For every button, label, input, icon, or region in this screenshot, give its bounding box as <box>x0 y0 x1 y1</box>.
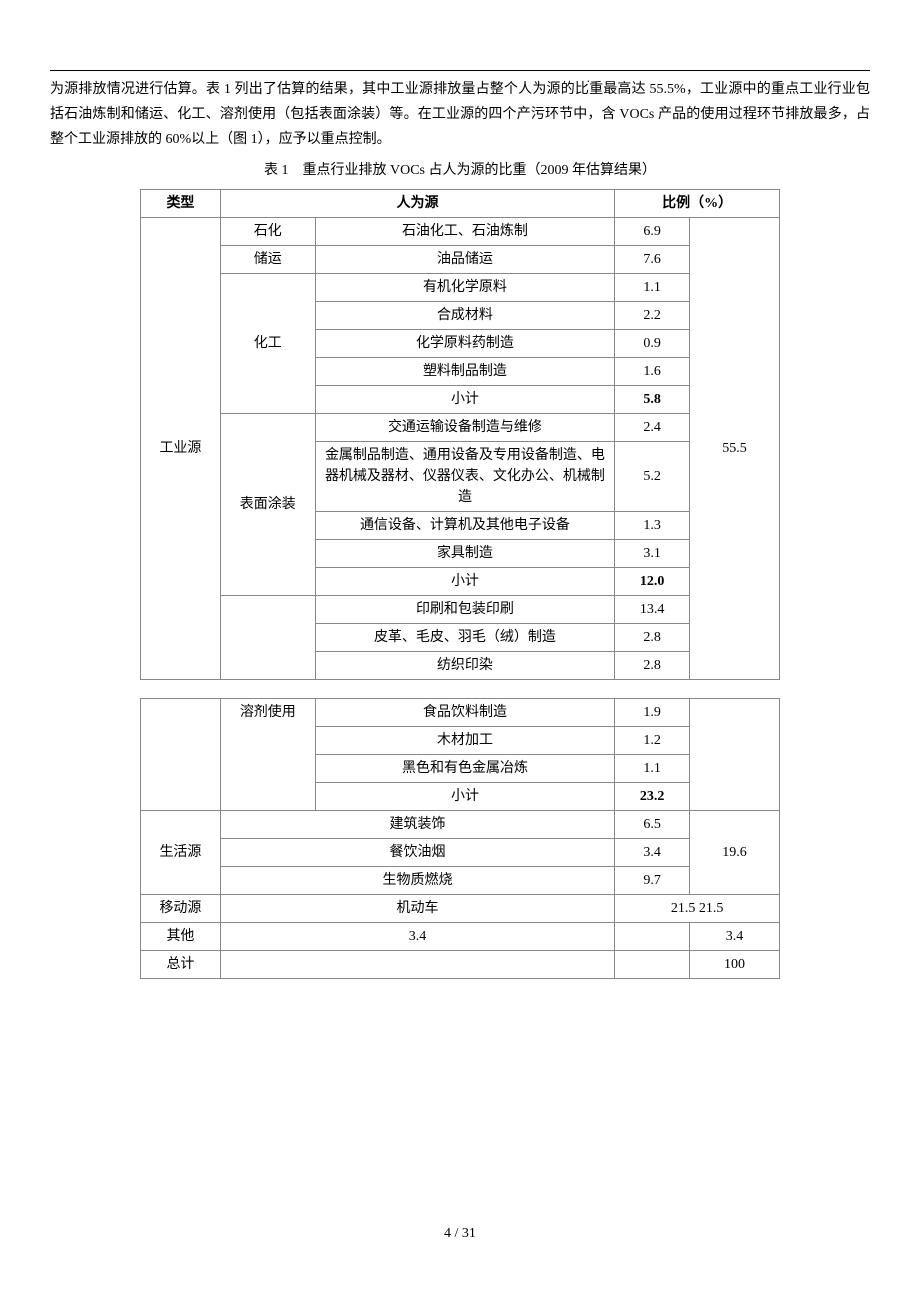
cell-pct: 2.2 <box>615 301 690 329</box>
cell-pct: 3.1 <box>615 539 690 567</box>
table-row: 溶剂使用 食品饮料制造 1.9 <box>141 698 780 726</box>
cell-pct: 2.8 <box>615 651 690 679</box>
cell-item: 小计 <box>315 782 614 810</box>
cell-pct: 12.0 <box>615 567 690 595</box>
header-ratio: 比例（%） <box>615 189 780 217</box>
cell-item: 建筑装饰 <box>220 810 614 838</box>
table-row: 生物质燃烧 9.7 <box>141 866 780 894</box>
table-row: 移动源 机动车 21.5 21.5 <box>141 894 780 922</box>
cell-pct: 1.1 <box>615 273 690 301</box>
cell-other-label: 其他 <box>141 922 221 950</box>
cell-item: 塑料制品制造 <box>315 357 614 385</box>
cell-item: 合成材料 <box>315 301 614 329</box>
cell-empty <box>615 922 690 950</box>
cell-empty <box>220 950 614 978</box>
page-footer: 4 / 31 <box>50 1226 870 1242</box>
cell-item: 黑色和有色金属冶炼 <box>315 754 614 782</box>
cell-total-empty <box>690 698 780 810</box>
cell-empty <box>615 950 690 978</box>
cell-item: 家具制造 <box>315 539 614 567</box>
cell-other-total: 3.4 <box>690 922 780 950</box>
top-rule <box>50 70 870 71</box>
cell-sub: 储运 <box>220 245 315 273</box>
cell-item: 化学原料药制造 <box>315 329 614 357</box>
cell-item: 印刷和包装印刷 <box>315 595 614 623</box>
cell-sub: 溶剂使用 <box>220 698 315 810</box>
cell-living-total: 19.6 <box>690 810 780 894</box>
header-source: 人为源 <box>220 189 614 217</box>
cell-item: 生物质燃烧 <box>220 866 614 894</box>
vocs-table-upper: 类型 人为源 比例（%） 工业源 石化 石油化工、石油炼制 6.9 55.5 储… <box>140 189 780 680</box>
cell-pct: 21.5 21.5 <box>615 894 780 922</box>
cell-pct: 1.2 <box>615 726 690 754</box>
cell-item: 木材加工 <box>315 726 614 754</box>
cell-living-label: 生活源 <box>141 810 221 894</box>
cell-industrial-total: 55.5 <box>690 217 780 679</box>
cell-pct: 1.6 <box>615 357 690 385</box>
cell-pct: 1.3 <box>615 511 690 539</box>
cell-item: 油品储运 <box>315 245 614 273</box>
table-row: 储运 油品储运 7.6 <box>141 245 780 273</box>
cell-type-empty <box>141 698 221 810</box>
cell-grand-total: 100 <box>690 950 780 978</box>
cell-item: 小计 <box>315 567 614 595</box>
table-row: 总计 100 <box>141 950 780 978</box>
table-header-row: 类型 人为源 比例（%） <box>141 189 780 217</box>
cell-pct: 3.4 <box>615 838 690 866</box>
cell-item: 餐饮油烟 <box>220 838 614 866</box>
cell-pct: 1.9 <box>615 698 690 726</box>
cell-item: 纺织印染 <box>315 651 614 679</box>
cell-grand-label: 总计 <box>141 950 221 978</box>
table-row: 表面涂装 交通运输设备制造与维修 2.4 <box>141 413 780 441</box>
table-row: 生活源 建筑装饰 6.5 19.6 <box>141 810 780 838</box>
cell-pct: 9.7 <box>615 866 690 894</box>
cell-sub: 石化 <box>220 217 315 245</box>
vocs-table-lower: 溶剂使用 食品饮料制造 1.9 木材加工 1.2 黑色和有色金属冶炼 1.1 小… <box>140 698 780 979</box>
cell-pct: 23.2 <box>615 782 690 810</box>
table-row: 印刷和包装印刷 13.4 <box>141 595 780 623</box>
cell-pct: 2.4 <box>615 413 690 441</box>
cell-pct: 1.1 <box>615 754 690 782</box>
cell-item: 石油化工、石油炼制 <box>315 217 614 245</box>
cell-item: 通信设备、计算机及其他电子设备 <box>315 511 614 539</box>
cell-pct: 0.9 <box>615 329 690 357</box>
cell-item: 食品饮料制造 <box>315 698 614 726</box>
cell-pct: 5.2 <box>615 441 690 511</box>
cell-item: 有机化学原料 <box>315 273 614 301</box>
cell-item: 金属制品制造、通用设备及专用设备制造、电器机械及器材、仪器仪表、文化办公、机械制… <box>315 441 614 511</box>
table-caption: 表 1 重点行业排放 VOCs 占人为源的比重（2009 年估算结果） <box>50 159 870 179</box>
table-row: 工业源 石化 石油化工、石油炼制 6.9 55.5 <box>141 217 780 245</box>
cell-item: 3.4 <box>220 922 614 950</box>
cell-industrial-label: 工业源 <box>141 217 221 679</box>
cell-item: 交通运输设备制造与维修 <box>315 413 614 441</box>
header-type: 类型 <box>141 189 221 217</box>
cell-item: 机动车 <box>220 894 614 922</box>
cell-pct: 6.9 <box>615 217 690 245</box>
page-dot: . <box>587 70 590 86</box>
body-paragraph: 为源排放情况进行估算。表 1 列出了估算的结果，其中工业源排放量占整个人为源的比… <box>50 77 870 153</box>
cell-mobile-label: 移动源 <box>141 894 221 922</box>
cell-pct: 13.4 <box>615 595 690 623</box>
table-row: 化工 有机化学原料 1.1 <box>141 273 780 301</box>
cell-sub: 化工 <box>220 273 315 413</box>
cell-sub: 表面涂装 <box>220 413 315 595</box>
cell-pct: 5.8 <box>615 385 690 413</box>
cell-pct: 6.5 <box>615 810 690 838</box>
table-row: 餐饮油烟 3.4 <box>141 838 780 866</box>
cell-item: 皮革、毛皮、羽毛（绒）制造 <box>315 623 614 651</box>
table-row: 其他 3.4 3.4 <box>141 922 780 950</box>
cell-item: 小计 <box>315 385 614 413</box>
cell-pct: 7.6 <box>615 245 690 273</box>
cell-sub-empty <box>220 595 315 679</box>
cell-pct: 2.8 <box>615 623 690 651</box>
